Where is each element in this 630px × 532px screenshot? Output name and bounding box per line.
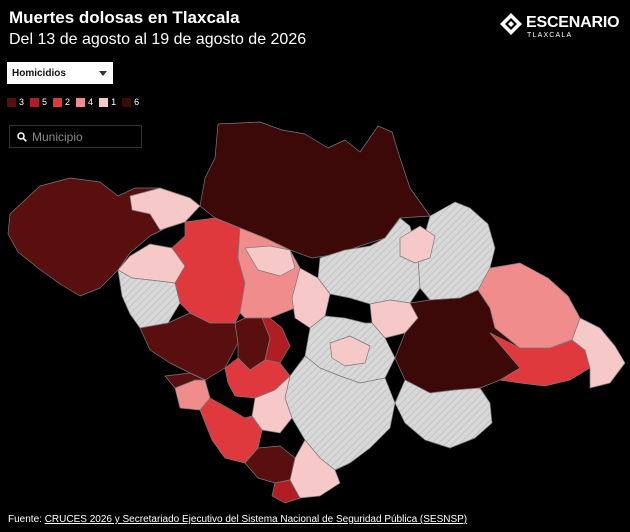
municipality-region[interactable]	[171, 217, 246, 324]
municipality-region[interactable]	[329, 335, 371, 367]
legend-swatch	[99, 97, 109, 107]
map-subtitle: Del 13 de agosto al 19 de agosto de 2026	[9, 31, 307, 48]
escenario-logo: ESCENARIO TLAXCALA	[500, 11, 620, 43]
search-placeholder: Municipio	[32, 130, 83, 144]
municipality-region[interactable]	[399, 225, 436, 264]
legend-swatch	[53, 97, 63, 107]
tlaxcala-municipality-map[interactable]	[0, 118, 630, 508]
municipality-region[interactable]	[571, 317, 626, 389]
legend-item: 3	[7, 97, 24, 107]
legend-swatch	[76, 97, 86, 107]
crime-type-selected: Homicidios	[12, 68, 66, 79]
legend-item: 5	[30, 97, 47, 107]
map-title: Muertes dolosas en Tlaxcala	[9, 8, 240, 27]
municipality-region[interactable]	[244, 245, 296, 277]
chevron-down-icon	[99, 71, 107, 76]
logo-subtitle: TLAXCALA	[527, 32, 573, 39]
logo-wordmark: ESCENARIO	[526, 14, 620, 31]
municipality-region[interactable]	[284, 355, 396, 471]
municipality-search-input[interactable]: Municipio	[9, 125, 142, 148]
municipality-region[interactable]	[261, 317, 291, 364]
municipality-region[interactable]	[164, 372, 206, 389]
legend-swatch	[122, 97, 132, 107]
source-link[interactable]: CRUCES 2026 y Secretariado Ejecutivo del…	[44, 514, 468, 525]
legend-swatch	[30, 97, 40, 107]
legend-item: 4	[76, 97, 93, 107]
logo-diamond-icon	[500, 13, 522, 35]
municipality-region[interactable]	[244, 445, 296, 484]
municipality-region[interactable]	[489, 332, 591, 387]
source-note: Fuente: CRUCES 2026 y Secretariado Ejecu…	[8, 514, 467, 525]
municipality-region[interactable]	[394, 379, 493, 449]
legend-item: 1	[99, 97, 116, 107]
municipality-region[interactable]	[139, 312, 239, 381]
color-legend: 3 5 2 4 1 6	[7, 96, 139, 108]
search-icon	[17, 132, 27, 142]
legend-swatch	[7, 97, 16, 107]
crime-type-select[interactable]: Homicidios	[7, 62, 113, 84]
source-prefix: Fuente:	[8, 514, 45, 525]
municipality-region[interactable]	[199, 397, 263, 464]
municipality-region[interactable]	[417, 201, 496, 301]
legend-item: 6	[122, 97, 139, 107]
legend-item: 2	[53, 97, 70, 107]
municipality-region[interactable]	[117, 269, 181, 329]
municipality-region[interactable]	[271, 479, 301, 504]
